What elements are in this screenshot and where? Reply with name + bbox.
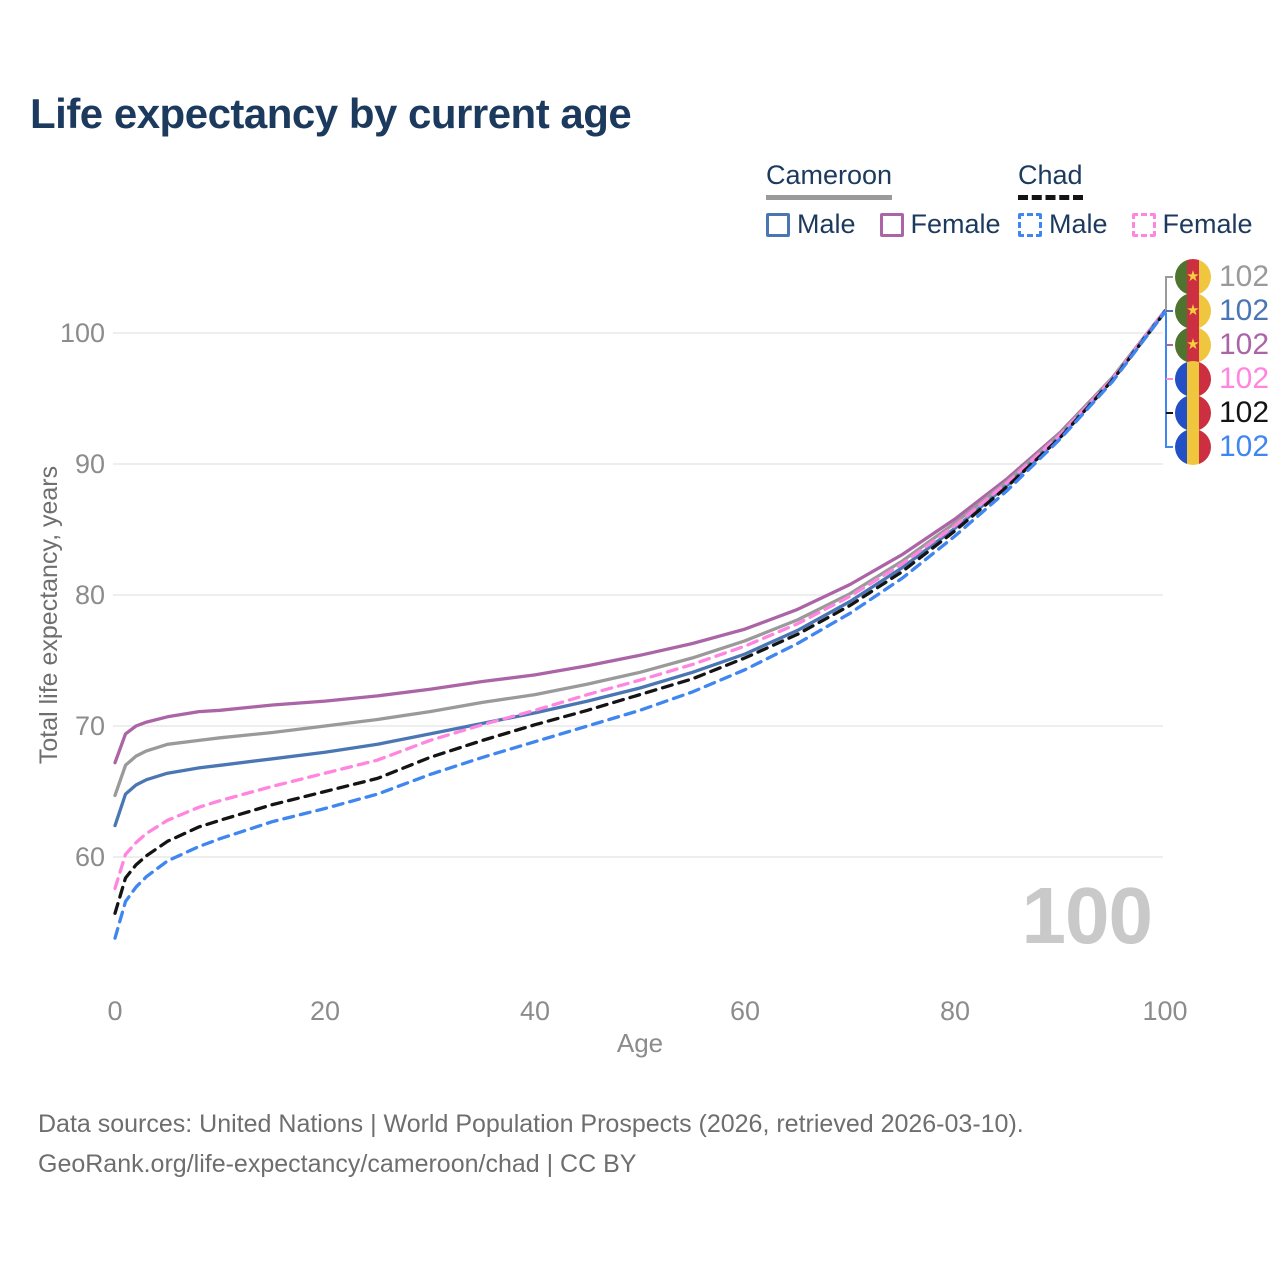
y-tick-label-80: 80 xyxy=(74,580,105,610)
footer: Data sources: United Nations | World Pop… xyxy=(38,1104,1024,1184)
callout-value-cameroon-female: 102 xyxy=(1219,328,1270,361)
x-tick-label-40: 40 xyxy=(519,996,551,1026)
x-tick-label-0: 0 xyxy=(107,996,123,1026)
star-icon: ★ xyxy=(1186,302,1200,319)
x-tick-label-60: 60 xyxy=(729,996,761,1026)
series-line-chad-total xyxy=(113,310,1167,915)
legend-label: Female xyxy=(1162,209,1253,239)
age-watermark: 100 xyxy=(1021,871,1153,960)
y-axis-title: Total life expectancy, years xyxy=(35,465,63,765)
callout-value-cameroon-total: 102 xyxy=(1219,260,1270,293)
legend-checkbox-chad-female[interactable] xyxy=(1131,212,1156,237)
flag-cameroon-icon: ★ xyxy=(1175,293,1211,329)
legend-items-chad: Male Female xyxy=(1018,209,1277,240)
footer-sources: Data sources: United Nations | World Pop… xyxy=(38,1110,1024,1138)
legend-items-cameroon: Male Female xyxy=(766,209,1025,240)
leader-line-top xyxy=(1165,276,1173,311)
y-tick-label-90: 90 xyxy=(74,449,105,479)
page-title: Life expectancy by current age xyxy=(30,90,632,137)
series-line-chad-male xyxy=(113,310,1167,940)
callout-value-chad-male: 102 xyxy=(1219,430,1270,463)
star-icon: ★ xyxy=(1186,336,1200,353)
flag-chad-icon xyxy=(1175,395,1211,431)
legend-label: Female xyxy=(910,209,1001,239)
x-axis-title: Age xyxy=(616,1028,664,1058)
series-line-cameroon-total xyxy=(113,309,1167,798)
x-tick-label-20: 20 xyxy=(309,996,341,1026)
flag-chad-icon xyxy=(1175,361,1211,397)
y-tick-label-70: 70 xyxy=(74,711,105,741)
legend-label: Male xyxy=(1049,209,1108,239)
legend-item-cameroon-female[interactable]: Female xyxy=(879,209,1001,240)
x-tick-label-100: 100 xyxy=(1142,996,1188,1026)
flag-chad-icon xyxy=(1175,429,1211,465)
legend-checkbox-chad-male[interactable] xyxy=(1018,212,1042,237)
star-icon: ★ xyxy=(1186,268,1200,285)
callout-value-cameroon-male: 102 xyxy=(1219,294,1270,327)
legend-item-cameroon-male[interactable]: Male xyxy=(766,209,856,240)
y-tick-label-60: 60 xyxy=(74,842,105,872)
legend: Cameroon Male Female Chad Male Female xyxy=(0,160,1280,240)
legend-item-chad-female[interactable]: Female xyxy=(1131,209,1253,240)
series-line-chad-female xyxy=(113,309,1167,891)
callout-value-chad-female: 102 xyxy=(1219,362,1270,395)
x-tick-label-80: 80 xyxy=(939,996,971,1026)
series-line-cameroon-female xyxy=(113,309,1167,765)
series-line-cameroon-male xyxy=(113,309,1167,828)
legend-group-chad: Chad Male Female xyxy=(1018,160,1277,240)
legend-checkbox-cameroon-male[interactable] xyxy=(766,212,790,237)
callout-value-chad-total: 102 xyxy=(1219,396,1270,429)
legend-country-chad[interactable]: Chad xyxy=(1018,160,1083,200)
legend-label: Male xyxy=(797,209,856,239)
leader-line-bottom xyxy=(1165,313,1173,448)
flag-cameroon-icon: ★ xyxy=(1175,259,1211,295)
legend-country-cameroon[interactable]: Cameroon xyxy=(766,160,893,200)
footer-attribution: GeoRank.org/life-expectancy/cameroon/cha… xyxy=(38,1150,637,1178)
line-chart xyxy=(113,276,1173,940)
y-tick-label-100: 100 xyxy=(59,318,105,348)
legend-checkbox-cameroon-female[interactable] xyxy=(879,212,904,237)
legend-group-cameroon: Cameroon Male Female xyxy=(766,160,1025,240)
flag-cameroon-icon: ★ xyxy=(1175,327,1211,363)
legend-item-chad-male[interactable]: Male xyxy=(1018,209,1108,240)
